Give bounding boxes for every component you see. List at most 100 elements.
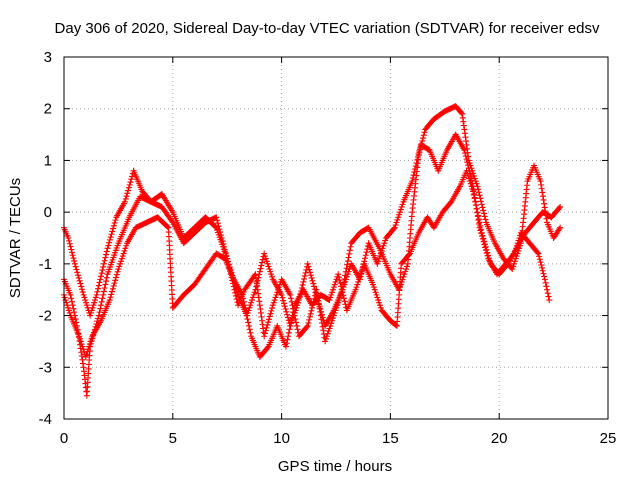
data-point — [390, 225, 397, 232]
data-point — [332, 278, 339, 285]
data-point — [461, 147, 468, 154]
data-point — [359, 266, 366, 273]
data-point — [106, 236, 113, 243]
data-point — [89, 304, 96, 311]
data-point — [274, 289, 281, 296]
data-point — [129, 173, 136, 180]
data-point — [392, 222, 399, 229]
data-point — [393, 219, 400, 226]
data-point — [271, 297, 278, 304]
data-point — [305, 319, 312, 326]
data-point — [168, 218, 175, 225]
ticks: 0 5 10 15 20 25 -4 -3 -2 -1 0 1 2 3 — [39, 49, 617, 447]
y-tick-label: -2 — [39, 308, 52, 325]
data-point — [283, 308, 290, 315]
data-point — [537, 259, 544, 266]
data-point — [474, 209, 481, 216]
data-point — [376, 255, 383, 262]
y-tick-label: -3 — [39, 359, 52, 376]
data-point — [124, 190, 131, 197]
data-point — [264, 260, 271, 267]
data-point — [538, 181, 545, 188]
data-point — [125, 184, 132, 191]
data-point — [65, 307, 72, 314]
data-point — [259, 256, 266, 263]
data-point — [540, 270, 547, 277]
data-point — [103, 251, 110, 258]
data-point — [484, 249, 491, 256]
data-point — [72, 263, 79, 270]
y-axis-label: SDTVAR / TECUs — [7, 178, 24, 298]
data-point — [272, 294, 279, 301]
data-point — [70, 255, 77, 262]
data-point — [464, 170, 471, 177]
data-point — [317, 308, 324, 315]
data-point — [241, 302, 248, 309]
data-point — [248, 299, 255, 306]
y-tick-label: 3 — [44, 49, 52, 66]
data-point — [320, 327, 327, 334]
data-point — [66, 237, 73, 244]
data-point — [468, 183, 475, 190]
data-point — [267, 268, 274, 275]
data-point — [313, 286, 320, 293]
data-point — [509, 266, 516, 273]
data-point — [126, 181, 133, 188]
data-point — [482, 243, 489, 250]
data-point — [249, 297, 256, 304]
data-point — [394, 216, 401, 223]
data-point — [475, 216, 482, 223]
data-point — [285, 329, 292, 336]
data-point — [83, 299, 90, 306]
data-point — [481, 241, 488, 248]
data-point — [322, 338, 329, 345]
data-point — [466, 178, 473, 185]
data-point — [300, 278, 307, 285]
data-point — [128, 176, 135, 183]
data-point — [556, 205, 563, 212]
data-point — [379, 245, 386, 252]
data-point — [483, 246, 490, 253]
data-point — [480, 207, 487, 214]
data-point — [307, 310, 314, 317]
data-point — [91, 299, 98, 306]
data-point — [232, 289, 239, 296]
data-point — [327, 294, 334, 301]
data-point — [336, 294, 343, 301]
data-point — [98, 270, 105, 277]
data-point — [310, 280, 317, 287]
data-point — [113, 274, 120, 281]
data-point — [116, 263, 123, 270]
data-point — [412, 163, 419, 170]
data-point — [120, 250, 127, 257]
data-point — [485, 252, 492, 259]
data-point — [293, 322, 300, 329]
data-point — [251, 289, 258, 296]
data-point — [478, 201, 485, 208]
data-point — [97, 273, 104, 280]
data-point — [338, 286, 345, 293]
data-point — [118, 258, 125, 265]
data-point — [67, 291, 74, 298]
data-point — [327, 322, 334, 329]
data-point — [100, 288, 107, 295]
data-point — [328, 291, 335, 298]
data-point — [376, 302, 383, 309]
data-point — [107, 294, 114, 301]
series-trace-c — [61, 167, 564, 360]
data-point — [299, 281, 306, 288]
data-point — [403, 263, 410, 270]
data-point — [79, 356, 86, 363]
data-point — [301, 272, 308, 279]
data-point — [261, 333, 268, 340]
data-point — [409, 175, 416, 182]
data-point — [245, 322, 252, 329]
data-point — [536, 256, 543, 263]
data-point — [281, 303, 288, 310]
data-point — [557, 224, 564, 231]
data-point — [100, 260, 107, 267]
data-point — [218, 235, 225, 241]
data-point — [470, 170, 477, 177]
data-point — [329, 289, 336, 296]
data-point — [284, 311, 291, 318]
